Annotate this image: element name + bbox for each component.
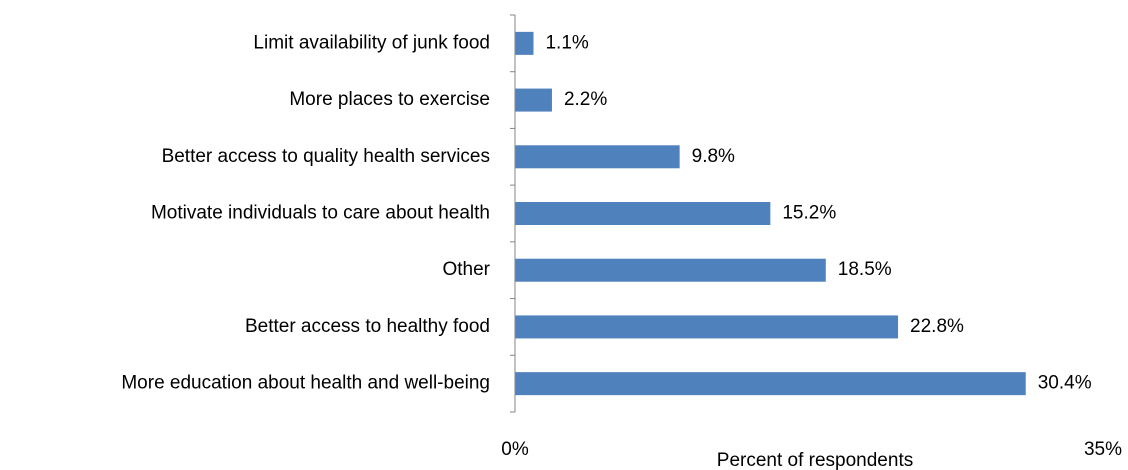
value-label: 22.8% (910, 316, 964, 337)
value-label: 18.5% (838, 259, 892, 280)
category-label: Other (442, 259, 490, 280)
value-label: 1.1% (545, 32, 588, 53)
value-label: 30.4% (1038, 373, 1092, 394)
category-label: Better access to healthy food (245, 316, 490, 337)
bar (515, 202, 771, 225)
value-label: 15.2% (782, 203, 836, 224)
category-label: Better access to quality health services (162, 146, 490, 167)
bar (515, 88, 552, 112)
value-label: 9.8% (692, 146, 735, 167)
bar (515, 372, 1026, 396)
category-label: More places to exercise (289, 89, 490, 110)
category-label: Motivate individuals to care about healt… (151, 203, 490, 224)
x-tick-label-max: 35% (1084, 439, 1122, 460)
value-label: 2.2% (564, 89, 607, 110)
bar (515, 145, 680, 169)
bar (515, 31, 534, 55)
x-axis-title: Percent of respondents (717, 450, 913, 470)
bars-group (515, 31, 1026, 396)
category-label: More education about health and well-bei… (121, 373, 490, 394)
category-label: Limit availability of junk food (253, 32, 490, 53)
bar (515, 315, 899, 339)
value-labels: 1.1% 2.2% 9.8% 15.2% 18.5% 22.8% 30.4% (545, 32, 1091, 393)
y-axis-ticks (510, 14, 515, 413)
category-labels: Limit availability of junk food More plac… (121, 32, 490, 393)
x-tick-label-min: 0% (501, 439, 529, 460)
bar (515, 258, 826, 282)
